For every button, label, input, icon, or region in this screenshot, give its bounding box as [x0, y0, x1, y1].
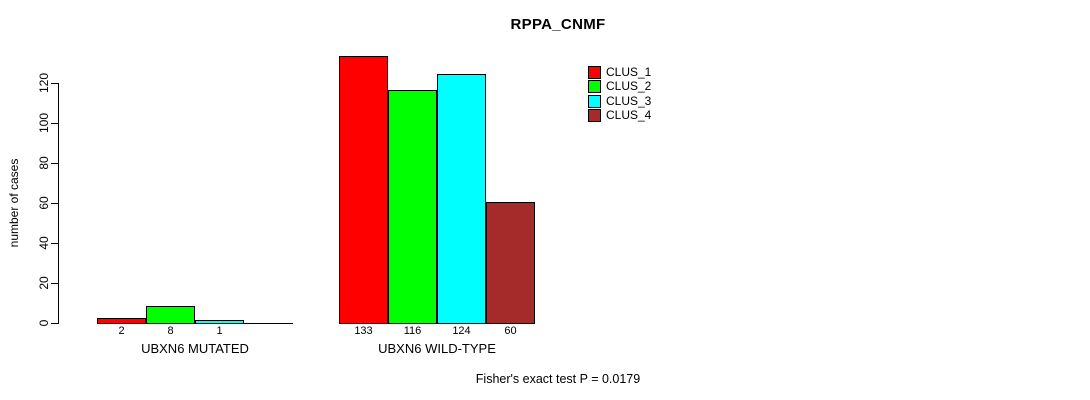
y-tick — [51, 123, 59, 124]
bar-clus_1-mutated — [97, 318, 146, 324]
footnote-pvalue: Fisher's exact test P = 0.0179 — [475, 372, 641, 386]
y-axis-label: number of cases — [7, 158, 21, 248]
bar-clus_2-mutated — [146, 306, 195, 324]
legend-label: CLUS_2 — [606, 79, 652, 94]
y-tick — [51, 283, 59, 284]
x-group-label-wildtype: UBXN6 WILD-TYPE — [378, 341, 496, 356]
x-group-label-mutated: UBXN6 MUTATED — [141, 341, 249, 356]
bar-value-label: 2 — [118, 325, 125, 337]
bar-clus_3-wildtype — [437, 74, 486, 324]
bar-value-label: 8 — [167, 325, 174, 337]
bar-clus_4-zero — [244, 323, 293, 324]
y-tick — [51, 83, 59, 84]
y-tick-label: 120 — [37, 72, 51, 94]
y-tick — [51, 203, 59, 204]
legend-label: CLUS_3 — [606, 93, 652, 108]
y-tick-label: 0 — [37, 319, 51, 327]
bar-clus_4-wildtype — [486, 202, 535, 324]
legend-label: CLUS_4 — [606, 108, 652, 123]
bar-clus_3-mutated — [195, 320, 244, 324]
legend-label: CLUS_1 — [606, 65, 652, 79]
legend: CLUS_1 CLUS_2 CLUS_3 CLUS_4 — [588, 66, 651, 124]
legend-item-clus_1: CLUS_1 — [588, 66, 651, 79]
legend-item-clus_2: CLUS_2 — [588, 79, 652, 94]
y-tick — [51, 323, 59, 324]
y-tick — [51, 163, 59, 164]
legend-swatch-clus_1 — [588, 66, 601, 79]
y-tick-label: 100 — [37, 112, 51, 134]
chart-title: RPPA_CNMF — [510, 16, 606, 33]
legend-item-clus_4: CLUS_4 — [588, 108, 652, 123]
bar-clus_1-wildtype — [339, 56, 388, 324]
y-tick-label: 80 — [37, 156, 51, 170]
y-tick — [51, 243, 59, 244]
bar-value-label: 124 — [452, 325, 471, 337]
bar-value-label: 1 — [216, 325, 223, 337]
legend-swatch-clus_3 — [588, 94, 601, 108]
bar-value-label: 133 — [354, 325, 373, 337]
bar-clus_2-wildtype — [388, 90, 437, 324]
bar-value-label: 116 — [403, 325, 422, 337]
y-tick-label: 60 — [37, 196, 51, 210]
y-tick-label: 40 — [37, 236, 51, 250]
legend-swatch-clus_2 — [588, 80, 601, 94]
bar-value-label: 60 — [504, 325, 517, 337]
legend-item-clus_3: CLUS_3 — [588, 93, 652, 108]
y-tick-label: 20 — [37, 276, 51, 290]
legend-swatch-clus_4 — [588, 109, 601, 123]
